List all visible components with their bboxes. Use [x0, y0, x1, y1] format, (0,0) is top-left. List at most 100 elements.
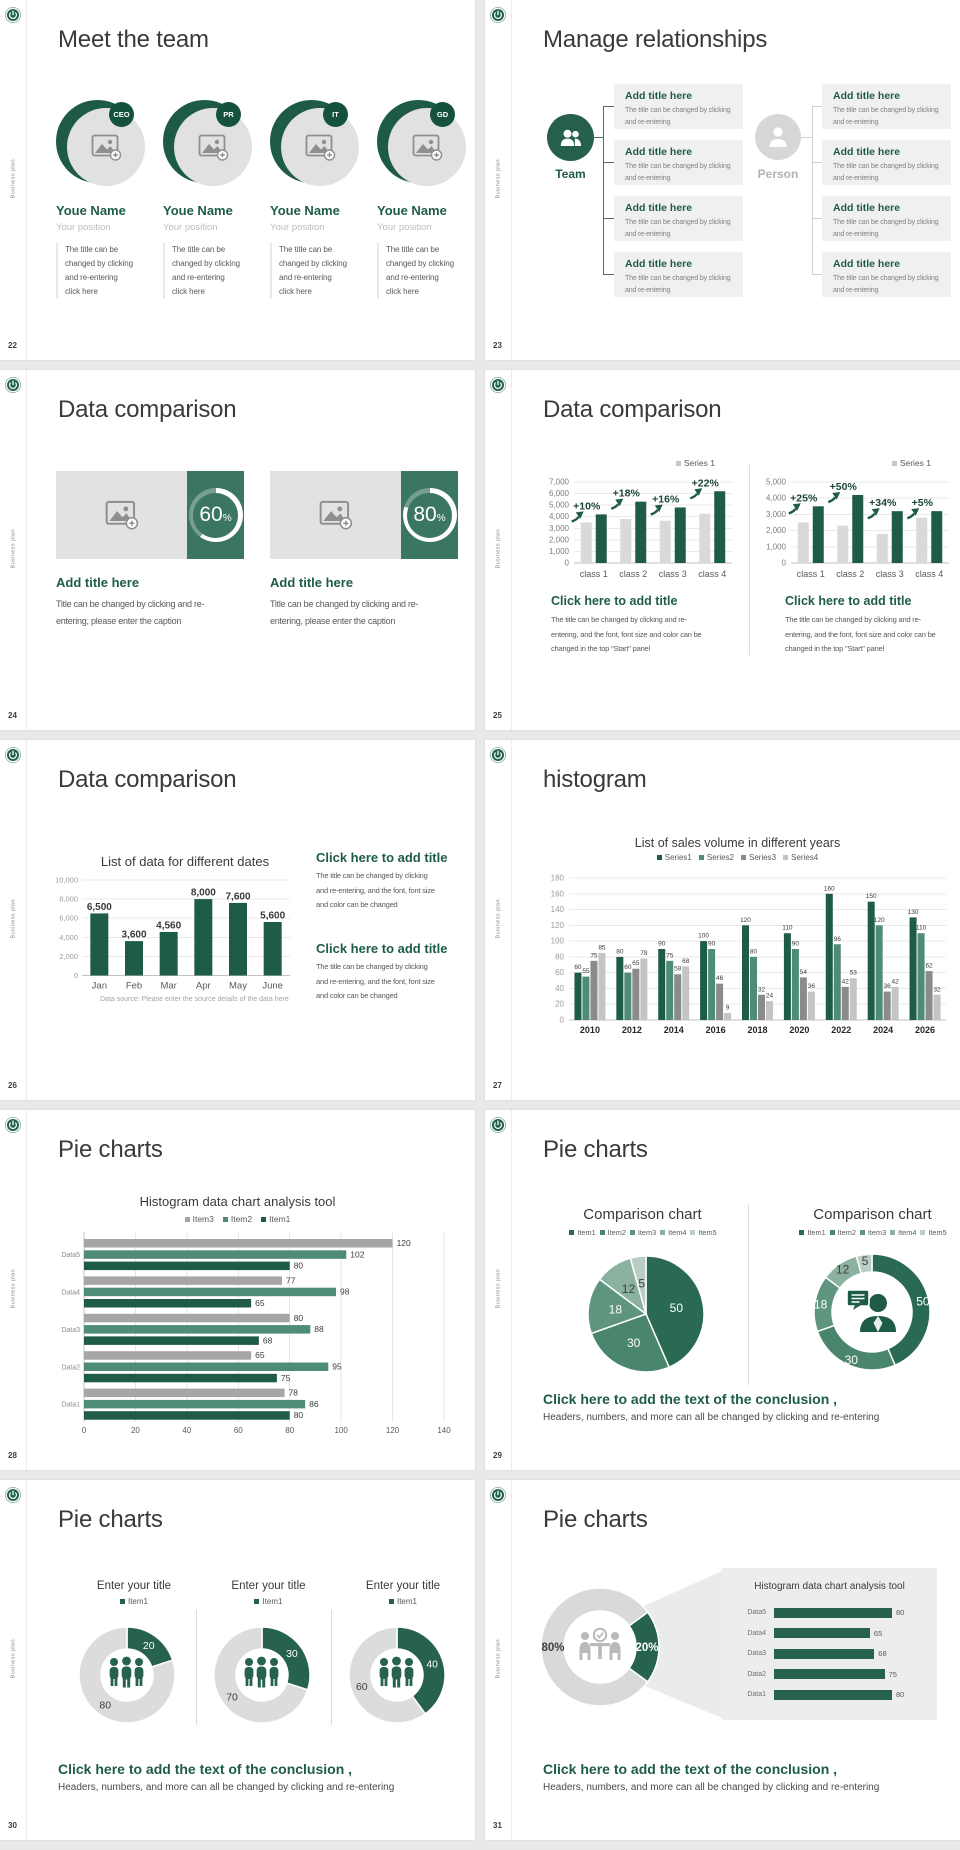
comparison-card: 80% — [270, 471, 458, 559]
svg-text:6,000: 6,000 — [59, 914, 78, 923]
slide-title: Data comparison — [543, 396, 722, 423]
chart-block-title: Click here to add title — [316, 941, 448, 956]
slide-29-pie-charts[interactable]: Business plan 29 Pie charts Comparison c… — [485, 1110, 960, 1470]
connector-line — [603, 106, 614, 107]
member-description: The title can be changed by clicking and… — [56, 243, 158, 299]
chart-block-title: Click here to add title — [316, 850, 448, 865]
card-caption: Title can be changed by clicking and re-… — [56, 599, 205, 626]
svg-text:62: 62 — [925, 963, 933, 970]
svg-text:2,000: 2,000 — [549, 535, 570, 544]
chart-legend: Item3 Item2 Item1 — [115, 1214, 360, 1224]
svg-text:2026: 2026 — [915, 1025, 935, 1035]
mini-bar-row: Data5 80 — [722, 1607, 904, 1618]
svg-text:46: 46 — [716, 975, 724, 982]
mini-bar-label: Data1 — [747, 1691, 766, 1699]
slide-22-meet-the-team[interactable]: Business plan 22 Meet the team CEO You — [0, 0, 475, 360]
svg-text:32: 32 — [758, 986, 766, 993]
people-icon — [109, 1656, 144, 1688]
chart-legend: Item1 — [209, 1597, 329, 1606]
svg-text:120: 120 — [386, 1426, 400, 1435]
relation-box-body: The title can be changed by clicking and… — [625, 219, 731, 238]
progress-donut: 60% — [188, 488, 243, 542]
chart-legend: Item1 — [343, 1597, 463, 1606]
connector-line — [603, 218, 614, 219]
legend-swatch — [569, 1230, 575, 1235]
avatar: CEO — [56, 100, 146, 187]
image-placeholder-icon — [305, 134, 335, 161]
slide-26-data-comparison[interactable]: Business plan 26 Data comparison List of… — [0, 740, 475, 1100]
role-badge: CEO — [109, 102, 134, 127]
slide-28-pie-charts[interactable]: Business plan 28 Pie charts Histogram da… — [0, 1110, 475, 1470]
svg-text:75: 75 — [666, 952, 674, 959]
svg-text:30: 30 — [627, 1336, 641, 1350]
sidebar-brand-label: Business plan — [10, 899, 17, 939]
svg-text:88: 88 — [314, 1324, 324, 1334]
conclusion-title: Click here to add the text of the conclu… — [543, 1391, 838, 1407]
svg-text:18: 18 — [814, 1298, 828, 1312]
conclusion-body: Headers, numbers, and more can all be ch… — [543, 1412, 880, 1423]
svg-text:class 2: class 2 — [619, 569, 647, 579]
slide-23-manage-relationships[interactable]: Business plan 23 Manage relationships Te… — [485, 0, 960, 360]
slide-25-data-comparison[interactable]: Business plan 25 Data comparison Series … — [485, 370, 960, 730]
horizontal-bar-chart: 0 20 40 60 80 100 120 140 Data5 120 102 80 Data4 77 98… — [40, 1228, 465, 1443]
svg-text:70: 70 — [226, 1691, 238, 1703]
svg-text:32: 32 — [933, 986, 941, 993]
svg-text:10,000: 10,000 — [55, 876, 78, 885]
svg-text:+22%: +22% — [692, 477, 720, 489]
slide-sidebar: Business plan 25 — [485, 370, 512, 730]
chart-title: Comparison chart — [813, 1206, 932, 1223]
svg-text:2022: 2022 — [831, 1025, 851, 1035]
relation-box-title: Add title here — [625, 146, 693, 158]
chart-title: List of sales volume in different years — [634, 836, 841, 850]
svg-text:Data4: Data4 — [61, 1289, 80, 1296]
slide-title: Pie charts — [58, 1136, 163, 1163]
svg-text:12: 12 — [622, 1282, 636, 1296]
svg-text:6,500: 6,500 — [87, 902, 112, 913]
brand-logo-icon — [5, 377, 21, 393]
member-description: The title can be changed by clicking and… — [377, 243, 475, 299]
slide-30-pie-charts[interactable]: Business plan 30 Pie charts Enter your t… — [0, 1480, 475, 1840]
progress-donut-value: 80% — [407, 492, 452, 538]
svg-text:42: 42 — [842, 978, 850, 985]
brand-logo-icon — [5, 1117, 21, 1133]
svg-text:150: 150 — [866, 893, 877, 900]
member-position: Your position — [163, 222, 218, 233]
svg-text:40: 40 — [182, 1426, 191, 1435]
legend-item: Item4 — [890, 1228, 916, 1237]
svg-text:18: 18 — [609, 1303, 623, 1317]
slide-31-pie-charts[interactable]: Business plan 31 Pie charts 80% 20% Histo… — [485, 1480, 960, 1840]
funnel-shape — [635, 1571, 722, 1718]
legend-swatch — [859, 1230, 865, 1235]
team-member-card: PR Youe Name Your position The title can… — [163, 100, 265, 299]
legend-item: Item1 — [569, 1228, 596, 1237]
page-number: 25 — [493, 711, 502, 720]
chart-block-body: The title can be changed by clicking and… — [316, 962, 435, 1000]
relation-box-body: The title can be changed by clicking and… — [833, 219, 939, 238]
svg-text:20: 20 — [555, 1000, 564, 1009]
slide-27-histogram[interactable]: Business plan 27 histogram List of sales… — [485, 740, 960, 1100]
svg-text:80%: 80% — [541, 1642, 564, 1654]
svg-text:0: 0 — [82, 1426, 87, 1435]
connector-line — [812, 106, 813, 275]
vertical-divider — [331, 1610, 332, 1725]
mini-bar — [774, 1607, 892, 1618]
relation-box-body: The title can be changed by clicking and… — [625, 275, 731, 294]
slide-24-data-comparison[interactable]: Business plan 24 Data comparison 60% Add — [0, 370, 475, 730]
legend-swatch — [890, 1230, 896, 1235]
avatar-photo-placeholder — [67, 108, 145, 186]
svg-text:class 2: class 2 — [836, 569, 864, 579]
svg-text:Data1: Data1 — [61, 1402, 80, 1409]
svg-text:60: 60 — [624, 964, 632, 971]
mini-bar-value: 80 — [896, 1690, 905, 1700]
card-image-placeholder — [56, 471, 187, 559]
svg-text:class 1: class 1 — [580, 569, 608, 579]
svg-text:40: 40 — [555, 984, 564, 993]
avatar-photo-placeholder — [388, 108, 466, 186]
svg-text:8,000: 8,000 — [59, 895, 78, 904]
svg-text:1,000: 1,000 — [766, 542, 787, 551]
legend-swatch — [920, 1230, 926, 1235]
legend-item: Item5 — [690, 1228, 717, 1237]
chart-title: List of data for different dates — [100, 854, 270, 869]
svg-text:80: 80 — [99, 1699, 111, 1711]
team-member-card: CEO Youe Name Your position The title ca… — [56, 100, 158, 299]
